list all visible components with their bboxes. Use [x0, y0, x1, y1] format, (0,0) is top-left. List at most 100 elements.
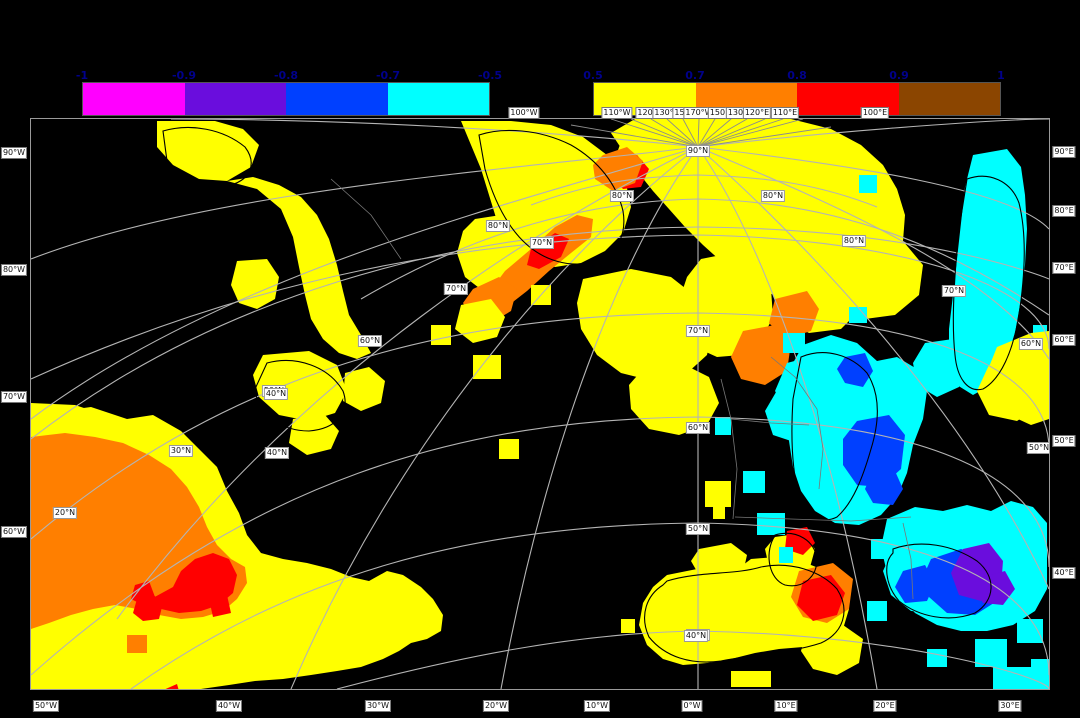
- axis-tick-label-right: 40°E: [1052, 567, 1076, 579]
- colorbar-segment[interactable]: [898, 83, 1000, 115]
- axis-tick-label-bottom: 0°W: [681, 700, 703, 712]
- axis-tick-label-bottom: 30°E: [998, 700, 1022, 712]
- graticule-label: 40°N: [263, 388, 289, 400]
- graticule-label: 20°N: [52, 507, 78, 519]
- graticule-label: 30°N: [168, 445, 194, 457]
- correlation-field: [31, 119, 1049, 689]
- graticule-label: 40°N: [683, 630, 709, 642]
- axis-tick-label-top: 170°W: [683, 107, 715, 119]
- patch-baltic-speckle5: [715, 417, 731, 435]
- colorbar-segment[interactable]: [184, 83, 286, 115]
- colorbar-tick: -1: [75, 69, 89, 82]
- patch-caspian-speckle5: [1031, 659, 1049, 689]
- patch-caspian-blue-2: [895, 565, 935, 603]
- patch-nordic-yellow-2: [977, 355, 1043, 421]
- patch-baffin-small2: [713, 505, 725, 519]
- negative-correlation-colorbar: -1 -0.9 -0.8 -0.7 -0.5: [76, 66, 502, 116]
- patch-caspian-speckle2: [1017, 619, 1043, 643]
- axis-tick-label-right: 60°E: [1052, 334, 1076, 346]
- colorbar-tick-labels: 0.5 0.7 0.8 0.9 1: [583, 66, 1005, 82]
- patch-canada-blob4: [289, 415, 339, 455]
- patch-sw-speckle-1: [71, 685, 95, 689]
- axis-tick-label-bottom: 40°W: [215, 700, 243, 712]
- colorbar-segment[interactable]: [286, 83, 388, 115]
- patch-arctic-lower-yellow: [577, 269, 713, 381]
- colorbar-segment[interactable]: [387, 83, 489, 115]
- axis-tick-label-bottom: 20°E: [873, 700, 897, 712]
- graticule-meridians: [31, 119, 1049, 689]
- patch-siberia-speckle: [859, 175, 877, 193]
- axis-tick-label-left: 70°W: [0, 391, 28, 403]
- patch-island-small-2: [473, 355, 501, 379]
- axis-tick-label-bottom: 10°W: [583, 700, 611, 712]
- graticule-label: 70°N: [529, 237, 555, 249]
- axis-tick-label-right: 70°E: [1052, 262, 1076, 274]
- patch-atlantic-red-3: [133, 593, 163, 621]
- graticule-label: 70°N: [685, 325, 711, 337]
- patch-caspian-speckle3: [975, 639, 1007, 667]
- colorbar-segment[interactable]: [83, 83, 185, 115]
- patch-baltic-speckle3: [757, 513, 785, 535]
- axis-tick-label-top: 120°E: [742, 107, 772, 119]
- colorbar-tick: 0.9: [889, 69, 909, 82]
- patch-canada-chain: [227, 177, 371, 359]
- axis-tick-label-top: 100°E: [860, 107, 890, 119]
- axis-tick-label-left: 60°W: [0, 526, 28, 538]
- colorbar-tick: -0.5: [477, 69, 503, 82]
- patch-europe-speckle3: [731, 671, 771, 687]
- patch-canada-blob1: [231, 259, 279, 309]
- patch-canada-blob3: [343, 367, 385, 411]
- colorbar-tick: -0.8: [273, 69, 299, 82]
- axis-tick-label-right: 80°E: [1052, 205, 1076, 217]
- axis-tick-label-top: 110°W: [601, 107, 633, 119]
- graticule-label: 80°N: [841, 235, 867, 247]
- colorbar-tick: -0.9: [171, 69, 197, 82]
- coastlines: [162, 126, 1025, 663]
- patch-baltic-blue: [837, 353, 873, 387]
- axis-tick-label-bottom: 30°W: [364, 700, 392, 712]
- patch-baltic-speckle2: [743, 471, 765, 493]
- patch-baltic-blue-2: [843, 415, 905, 487]
- graticule-label: 80°N: [760, 190, 786, 202]
- patch-atlantic-red-5: [209, 595, 231, 617]
- axis-tick-label-left: 80°W: [0, 264, 28, 276]
- patch-canada-blob2: [253, 351, 347, 421]
- patch-caspian-speckle1: [867, 601, 887, 621]
- graticule-label: 40°N: [264, 447, 290, 459]
- patch-anatolia-cyan: [779, 547, 793, 563]
- axis-tick-label-bottom: 50°W: [32, 700, 60, 712]
- patch-baltic-speckle1: [783, 333, 805, 353]
- axis-tick-label-top: 100°W: [508, 107, 540, 119]
- patch-stray-1: [499, 439, 519, 459]
- graticule-label: 50°N: [685, 523, 711, 535]
- graticule-label: 70°N: [443, 283, 469, 295]
- patch-baffin-small: [705, 481, 731, 507]
- patch-iceland: [455, 299, 505, 343]
- patch-europe-speckle: [685, 587, 699, 601]
- patch-novaya-orange: [769, 291, 819, 339]
- graticule-label: 80°N: [485, 220, 511, 232]
- colorbar-tick: 0.8: [787, 69, 807, 82]
- graticule-label: 70°N: [941, 285, 967, 297]
- colorbar-tick: 1: [997, 69, 1005, 82]
- colorbar-strip[interactable]: [82, 82, 490, 116]
- graticule-label: 60°N: [357, 335, 383, 347]
- axis-tick-label-left: 90°W: [0, 147, 28, 159]
- patch-caspian-speckle6: [993, 667, 1031, 689]
- patch-canada-yellow: [157, 121, 259, 181]
- axis-tick-label-bottom: 20°W: [482, 700, 510, 712]
- colorbar-tick: 0.7: [685, 69, 705, 82]
- graticule-label: 60°N: [685, 422, 711, 434]
- patch-kara-orange: [731, 325, 791, 385]
- patch-baltic-cyan-3: [765, 381, 827, 443]
- patch-blacksea-red: [797, 575, 845, 621]
- patch-siberia-cyan-2: [913, 339, 965, 397]
- patch-europe-speckle2: [621, 619, 635, 633]
- axis-tick-label-top: 110°E: [770, 107, 800, 119]
- colorbar-tick: -0.7: [375, 69, 401, 82]
- polar-stereographic-map[interactable]: 90°N 80°N 80°N 80°N 80°N 70°N 70°N 70°N 70°N 60°N…: [30, 118, 1050, 690]
- graticule-parallels: [31, 174, 1049, 689]
- axis-tick-label-bottom: 10°E: [774, 700, 798, 712]
- graticule-label: 50°N: [1026, 442, 1050, 454]
